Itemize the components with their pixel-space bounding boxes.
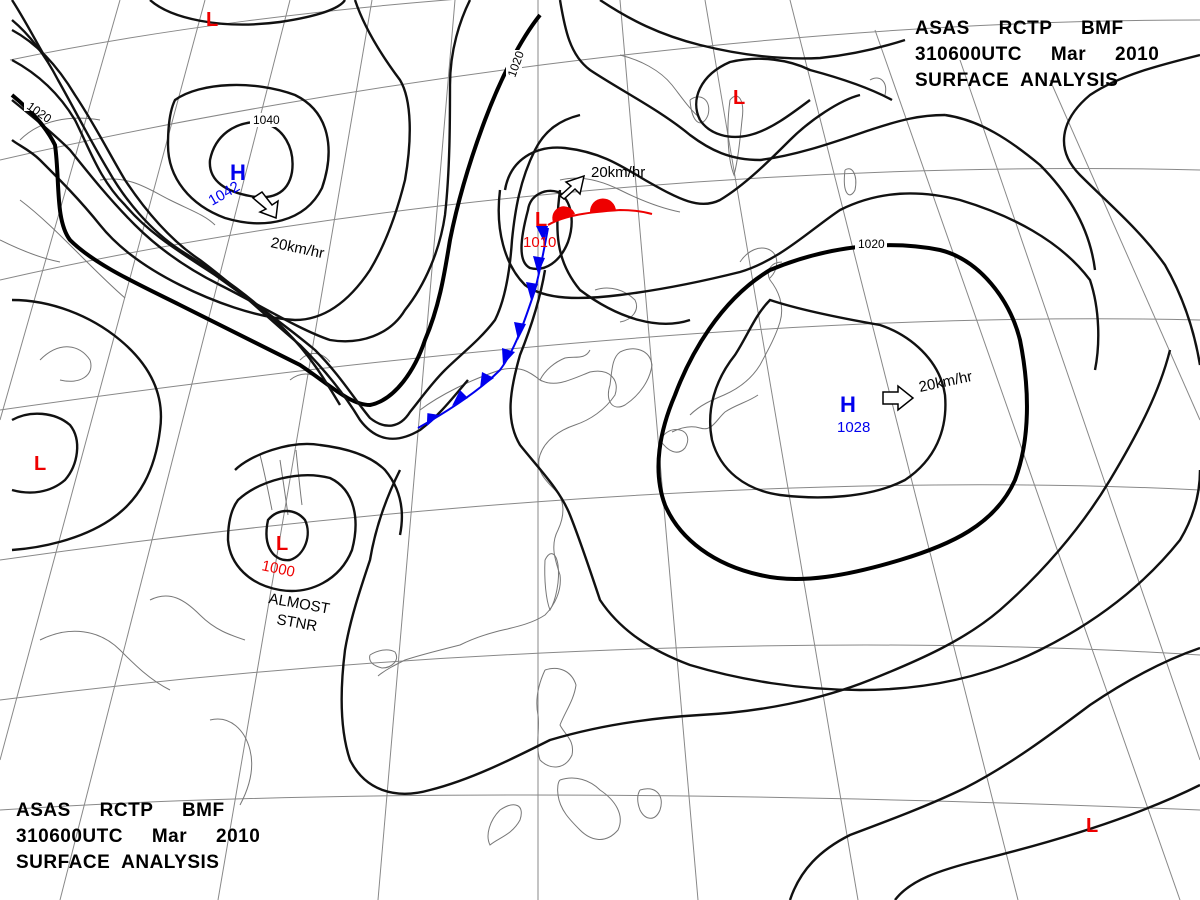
coastlines bbox=[0, 54, 887, 846]
low-pressure-symbol-northeast: L bbox=[733, 87, 745, 109]
low-pressure-symbol-southeast: L bbox=[1086, 815, 1098, 837]
warm-front bbox=[547, 198, 653, 226]
header-time-line: 310600UTC Mar 2010 bbox=[915, 44, 1160, 65]
motion-speed-front-low: 20km/hr bbox=[591, 164, 645, 181]
arrow-icon-east-high bbox=[882, 384, 915, 412]
isobar-label-1040: 1040 bbox=[253, 113, 280, 127]
motion-arrows bbox=[251, 174, 915, 412]
high-pressure-symbol-nw: H bbox=[230, 160, 246, 185]
high-pressure-symbol-east: H bbox=[840, 392, 856, 417]
low-pressure-symbol-tibet: L bbox=[276, 533, 288, 555]
arrow-icon-front-low bbox=[558, 174, 586, 200]
header-title-line: SURFACE ANALYSIS bbox=[16, 852, 220, 873]
header-station-line: ASAS RCTP BMF bbox=[16, 800, 225, 821]
header-top-right: ASAS RCTP BMF 310600UTC Mar 2010 SURFACE… bbox=[915, 16, 1159, 94]
isobar-label-1020-east: 1020 bbox=[858, 237, 885, 251]
header-title-line: SURFACE ANALYSIS bbox=[915, 70, 1119, 91]
isobars bbox=[10, 0, 1200, 900]
motion-speed-nw-high: 20km/hr bbox=[269, 234, 326, 262]
header-time-line: 310600UTC Mar 2010 bbox=[16, 826, 261, 847]
high-pressure-value-east: 1028 bbox=[837, 419, 870, 436]
cold-front bbox=[417, 226, 549, 429]
low-pressure-value-tibet: 1000 bbox=[260, 557, 296, 581]
arrow-icon-nw-high bbox=[251, 190, 279, 220]
header-station-line: ASAS RCTP BMF bbox=[915, 18, 1124, 39]
header-bottom-left: ASAS RCTP BMF 310600UTC Mar 2010 SURFACE… bbox=[16, 798, 260, 876]
low-pressure-symbol-front: L bbox=[535, 209, 547, 231]
low-pressure-symbol-top: L bbox=[206, 9, 218, 31]
low-pressure-symbol-west: L bbox=[34, 453, 46, 475]
motion-status-line2: STNR bbox=[275, 611, 318, 635]
low-pressure-value-front: 1010 bbox=[523, 234, 556, 251]
